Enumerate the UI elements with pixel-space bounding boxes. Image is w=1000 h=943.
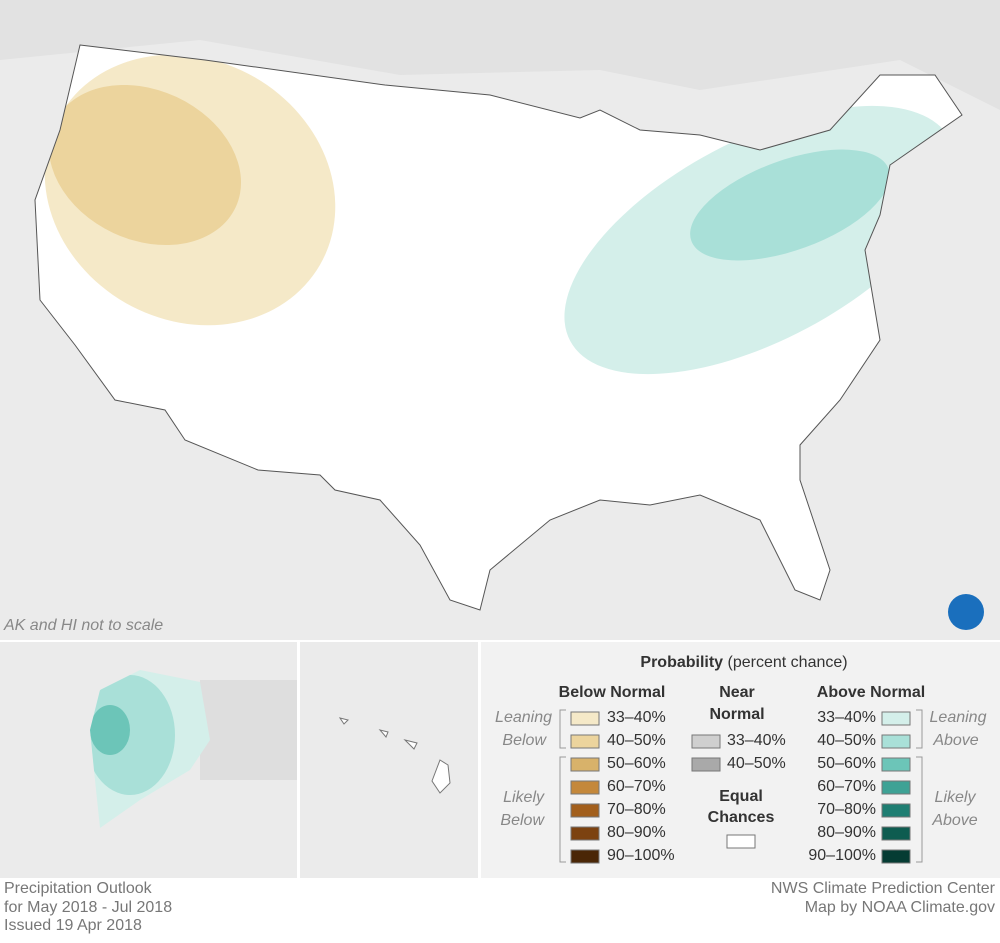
bracket bbox=[559, 709, 566, 863]
swatch bbox=[881, 826, 911, 841]
range-label: 33–40% bbox=[727, 732, 786, 749]
likely-label: Likely bbox=[503, 789, 545, 806]
legend-title: Probability (percent chance) bbox=[640, 654, 847, 671]
range-label: 60–70% bbox=[607, 778, 666, 795]
canada-ak bbox=[200, 680, 297, 780]
swatch bbox=[881, 711, 911, 726]
ak-50-60 bbox=[90, 705, 130, 755]
swatch bbox=[881, 734, 911, 749]
leaning-label: Leaning bbox=[495, 709, 552, 726]
range-label: 50–60% bbox=[607, 755, 666, 772]
leaning-label: Below bbox=[502, 732, 547, 749]
swatch bbox=[570, 780, 600, 795]
range-label: 40–50% bbox=[727, 755, 786, 772]
range-label: 90–100% bbox=[808, 847, 876, 864]
swatch bbox=[570, 711, 600, 726]
range-label: 33–40% bbox=[817, 709, 876, 726]
swatch bbox=[570, 734, 600, 749]
swatch bbox=[570, 826, 600, 841]
range-label: 60–70% bbox=[817, 778, 876, 795]
swatch bbox=[881, 780, 911, 795]
range-label: 80–90% bbox=[607, 824, 666, 841]
below-40-50-area bbox=[48, 84, 242, 246]
legend-title-main: Probability bbox=[640, 654, 723, 671]
range-label: 40–50% bbox=[817, 732, 876, 749]
swatch bbox=[691, 757, 721, 772]
swatch bbox=[570, 803, 600, 818]
noaa-logo bbox=[948, 594, 984, 630]
below-heading: Below Normal bbox=[559, 684, 666, 701]
range-label: 90–100% bbox=[607, 847, 675, 864]
footer-right: NWS Climate Prediction Center bbox=[771, 880, 996, 897]
near-heading: Near bbox=[719, 684, 755, 701]
range-label: 70–80% bbox=[607, 801, 666, 818]
range-label: 80–90% bbox=[817, 824, 876, 841]
above-40-50-area bbox=[690, 149, 890, 261]
leaning-label: Leaning bbox=[930, 709, 987, 726]
swatch bbox=[570, 757, 600, 772]
swatch bbox=[881, 849, 911, 864]
swatch bbox=[881, 803, 911, 818]
equal-heading: Equal bbox=[719, 788, 763, 805]
near-heading: Normal bbox=[709, 706, 764, 723]
swatch bbox=[726, 834, 756, 849]
hawaii bbox=[338, 717, 451, 794]
range-label: 70–80% bbox=[817, 801, 876, 818]
canada bbox=[0, 0, 1000, 110]
equal-heading: Chances bbox=[708, 809, 775, 826]
hawaii-panel bbox=[300, 642, 478, 878]
footer-right: Map by NOAA Climate.gov bbox=[805, 899, 995, 916]
likely-label: Likely bbox=[935, 789, 977, 806]
bracket bbox=[916, 709, 923, 863]
swatch bbox=[570, 849, 600, 864]
ak-40-50 bbox=[90, 675, 175, 795]
swatch bbox=[881, 757, 911, 772]
footer-left: Issued 19 Apr 2018 bbox=[4, 917, 142, 934]
legend-subtitle: (percent chance) bbox=[728, 654, 848, 671]
above-heading: Above Normal bbox=[817, 684, 925, 701]
footer-left: for May 2018 - Jul 2018 bbox=[4, 899, 172, 916]
likely-label: Below bbox=[500, 812, 545, 829]
range-label: 33–40% bbox=[607, 709, 666, 726]
likely-label: Above bbox=[931, 812, 977, 829]
leaning-label: Above bbox=[932, 732, 978, 749]
range-label: 50–60% bbox=[817, 755, 876, 772]
footer-left: Precipitation Outlook bbox=[4, 880, 153, 897]
range-label: 40–50% bbox=[607, 732, 666, 749]
map-note: AK and HI not to scale bbox=[3, 617, 163, 634]
swatch bbox=[691, 734, 721, 749]
